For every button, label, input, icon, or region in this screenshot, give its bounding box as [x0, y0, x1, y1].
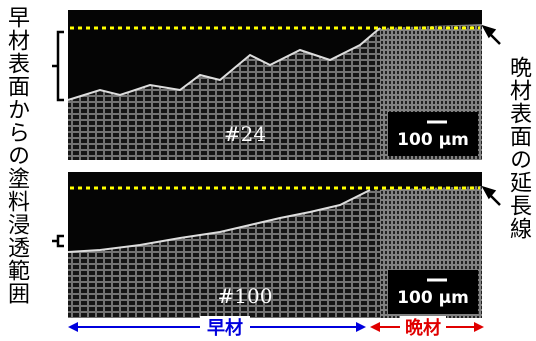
latewood-arrow: 晩材 [370, 316, 484, 339]
figure: 100 μm #24 100 μm #100 早材 晩材 早材表面からの塗料浸透… [0, 0, 536, 341]
earlywood-arrow: 早材 [68, 316, 366, 339]
bracket [52, 32, 64, 100]
right-label: 晩材表面の延長線 [506, 56, 530, 240]
latewood-label: 晩材 [405, 317, 441, 339]
micrograph-2: 100 μm #100 [68, 172, 482, 318]
scale-bar-label: 100 μm [397, 288, 469, 308]
micrograph-1: 100 μm #24 [68, 10, 482, 160]
earlywood-label: 早材 [207, 317, 243, 339]
panel-label: #100 [218, 284, 273, 308]
bracket [52, 236, 64, 246]
figure-graphics: 100 μm #24 100 μm #100 早材 晩材 [0, 0, 536, 341]
scale-bar-label: 100 μm [397, 130, 469, 150]
left-label: 早材表面からの塗料浸透範囲 [4, 6, 28, 305]
pointer-arrows [484, 27, 500, 205]
panel-label: #24 [224, 122, 266, 146]
